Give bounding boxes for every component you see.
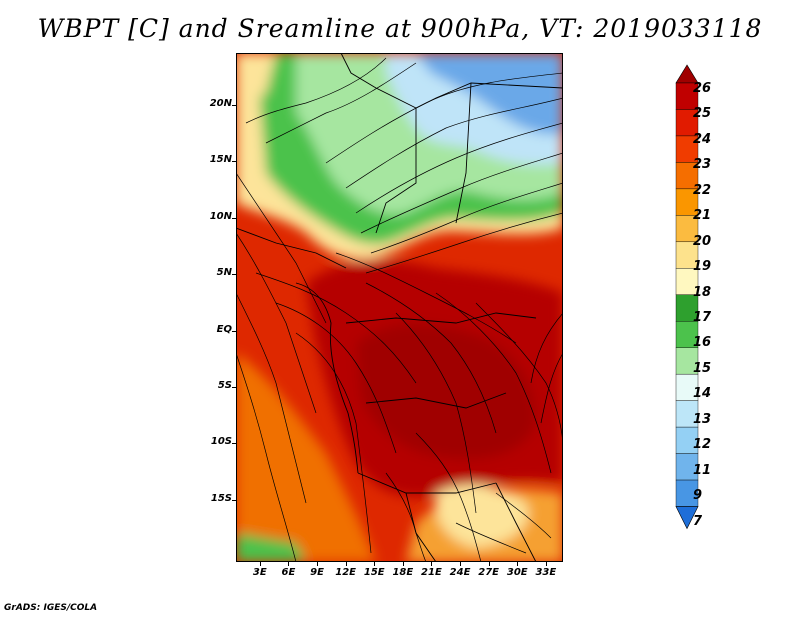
colorbar-label: 22 — [693, 182, 712, 198]
lat-tick-mark — [232, 499, 236, 501]
lat-tick-label: 5N — [216, 267, 232, 279]
lon-tick-label: 18E — [392, 567, 414, 578]
colorbar-label: 23 — [693, 157, 712, 173]
grads-credit: GrADS: IGES/COLA — [4, 603, 98, 613]
lat-tick-label: 5S — [217, 380, 232, 392]
streamlines — [236, 57, 563, 562]
colorbar-label: 9 — [693, 488, 703, 504]
colorbar-label: 21 — [693, 208, 712, 224]
lon-tick-label: 6E — [281, 567, 296, 578]
lon-tick-mark — [374, 562, 376, 566]
lon-tick-label: 30E — [506, 567, 528, 578]
lon-tick-label: 3E — [252, 567, 267, 578]
lat-tick-mark — [232, 104, 236, 106]
country-borders — [236, 53, 563, 562]
lon-tick-mark — [259, 562, 261, 566]
lon-tick-label: 12E — [335, 567, 356, 578]
colorbar-label: 7 — [693, 513, 703, 529]
chart-title: WBPT [C] and Sreamline at 900hPa, VT: 20… — [37, 14, 763, 43]
lon-tick-mark — [488, 562, 490, 566]
wbpt-field — [236, 53, 563, 562]
lat-tick-mark — [232, 443, 236, 445]
lat-tick-mark — [232, 217, 236, 219]
lon-tick-mark — [431, 562, 433, 566]
lon-tick-mark — [460, 562, 462, 566]
lat-tick-mark — [232, 161, 236, 163]
colorbar-label: 17 — [693, 310, 712, 325]
lat-tick-label: EQ — [216, 323, 232, 335]
colorbar-label: 25 — [693, 106, 712, 122]
lon-tick-label: 33E — [535, 567, 557, 578]
lat-tick-label: 15N — [209, 154, 232, 166]
colorbar-label: 26 — [693, 81, 712, 96]
map-frame — [236, 53, 563, 562]
colorbar-label: 13 — [693, 411, 712, 427]
colorbar — [675, 64, 699, 530]
lon-tick-label: 9E — [310, 567, 324, 578]
lat-tick-label: 15S — [210, 492, 232, 504]
colorbar-label: 19 — [693, 259, 712, 275]
map-panel — [236, 53, 563, 562]
colorbar-bottom-arrow — [675, 506, 699, 530]
colorbar-label: 12 — [693, 437, 712, 453]
colorbar-label: 24 — [693, 131, 712, 147]
lon-tick-mark — [317, 562, 319, 566]
lat-tick-mark — [232, 387, 236, 389]
colorbar-label: 14 — [693, 386, 712, 402]
colorbar-label: 11 — [693, 462, 712, 478]
lon-tick-mark — [545, 562, 547, 566]
colorbar-label: 18 — [693, 284, 712, 300]
wbpt-map — [236, 53, 563, 562]
lat-tick-mark — [232, 274, 236, 276]
lon-tick-mark — [517, 562, 519, 566]
colorbar-label: 15 — [693, 360, 712, 376]
lat-tick-mark — [232, 330, 236, 332]
lon-tick-mark — [402, 562, 404, 566]
lon-tick-label: 27E — [478, 567, 499, 578]
colorbar-label: 20 — [693, 233, 712, 249]
lon-tick-label: 21E — [421, 567, 442, 578]
lon-tick-label: 15E — [363, 567, 385, 578]
colorbar-label: 16 — [693, 335, 712, 351]
lon-tick-mark — [345, 562, 347, 566]
lon-tick-mark — [288, 562, 290, 566]
lat-tick-label: 10S — [210, 436, 232, 448]
lon-tick-label: 24E — [449, 567, 471, 578]
lat-tick-label: 20N — [209, 97, 232, 109]
lat-tick-label: 10N — [209, 210, 232, 222]
